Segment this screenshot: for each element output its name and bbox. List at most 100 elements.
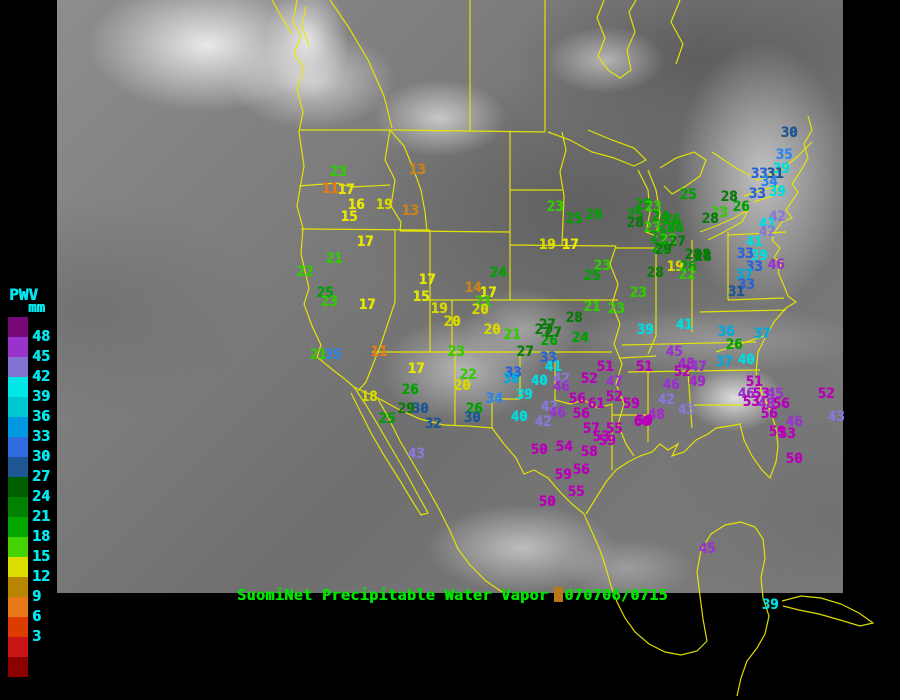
pwv-station-value: 23 [546,199,564,215]
legend-box [8,657,28,677]
pwv-station-value: 30 [780,125,798,141]
legend-tick-label: 9 [32,587,42,605]
pwv-station-value: 43 [407,446,425,462]
id-mt [389,129,428,232]
pwv-station-value: 33 [750,166,768,182]
legend-box: 27 [8,467,50,497]
lake-erie [699,208,750,241]
pwv-station-value: 21 [583,299,601,315]
pwv-station-value: 31 [727,284,745,300]
lake-ontario [743,185,780,203]
pwv-station-value: 35 [324,347,342,363]
lake-michigan [637,169,661,237]
pwv-station-value: 28 [565,310,583,326]
lake-huron [659,151,707,195]
pwv-station-value: 24 [649,229,667,245]
pa-south [727,297,785,301]
pwv-station-value: 33 [504,365,522,381]
pwv-station-value: 23 [710,205,728,221]
al-ga [687,371,693,429]
pwv-station-value: 52 [673,364,691,380]
legend-box: 21 [8,507,50,537]
legend-box: 24 [8,487,50,517]
pwv-station-value: 23 [593,258,611,274]
pwv-station-value: 26 [725,337,743,353]
pwv-station-value: 40 [510,409,528,425]
pwv-station-value: 17 [337,182,355,198]
pwv-station-value: 17 [561,237,579,253]
pwv-station-value: 25 [565,211,583,227]
pwv-station-value: 25 [626,207,644,223]
pwv-station-value: 13 [408,162,426,178]
pwv-station-value: 34 [760,174,778,190]
pwv-station-value: 41 [745,234,763,250]
legend-box: 9 [8,587,41,617]
pwv-station-value: 27 [538,317,556,333]
pwv-station-value: 61 [587,396,605,412]
legend-tick-label: 27 [32,467,51,485]
title-accent-block [554,587,564,602]
pwv-station-value: 39 [761,597,779,613]
pwv-station-value: 21 [325,251,343,267]
legend-units: mm [28,300,45,316]
pwv-station-value: 23 [447,344,465,360]
pwv-station-value: 39 [636,322,654,338]
pwv-station-value: 33 [736,246,754,262]
pwv-station-value: 25 [634,197,652,213]
pwv-station-value: 25 [583,268,601,284]
pwv-station-value: 39 [768,184,786,200]
pwv-station-value: 59 [622,396,640,412]
pwv-station-value: 53 [752,386,770,402]
pwv-station-value: 46 [548,405,566,421]
pwv-station-value: 17 [418,272,436,288]
pwv-station-value: 43 [827,409,845,425]
pwv-station-value: 27 [668,234,686,250]
pwv-station-value: 27 [534,322,552,338]
legend-tick-label: 3 [32,627,42,645]
or-id [384,129,402,232]
legend-tick-label: 33 [32,427,51,445]
legend-box: 45 [8,347,50,377]
pwv-station-value: 19 [375,197,393,213]
sd-ne-mn-ia [509,244,617,247]
pwv-station-value: 22 [296,264,314,280]
pwv-station-value: 27 [516,344,534,360]
quebec-line [670,0,684,65]
pwv-station-value: 59 [768,424,786,440]
mexico-east-coast [583,513,708,656]
pwv-station-value: 28 [701,211,719,227]
legend-tick-label: 21 [32,507,51,525]
pwv-station-value: 28 [626,215,644,231]
pwv-station-value: 28 [720,189,738,205]
legend-tick-label: 39 [32,387,51,405]
legend-tick-label: 45 [32,347,51,365]
va-nc [699,309,787,313]
pwv-station-value: 46 [737,386,755,402]
pwv-station-value: 23 [329,164,347,180]
pwv-station-value: 50 [538,494,556,510]
pwv-station-value: 43 [677,402,695,418]
legend-box: 42 [8,367,50,397]
pwv-station-value: 23 [644,199,662,215]
pwv-station-value: 39 [750,248,768,264]
pwv-station-value: 17 [479,285,497,301]
legend-box [8,317,28,337]
pwv-station-value: 26 [401,382,419,398]
product-timestamp: 070706/0715 [564,586,668,604]
pwv-station-value: 31 [766,166,784,182]
pwv-station-value: 42 [657,392,675,408]
wa-or [298,182,391,188]
st-lawrence [711,141,813,181]
legend-box: 18 [8,527,50,557]
legend-tick-label: 48 [32,327,51,345]
legend-box: 6 [8,607,41,637]
pwv-station-value: 11 [321,181,339,197]
pwv-station-value: 23 [659,232,677,248]
bc-alberta [329,0,393,129]
pwv-station-value: 28 [693,247,711,263]
pwv-station-value: 23 [643,220,661,236]
pwv-station-value: 48 [677,356,695,372]
pwv-station-value: 19 [666,259,684,275]
